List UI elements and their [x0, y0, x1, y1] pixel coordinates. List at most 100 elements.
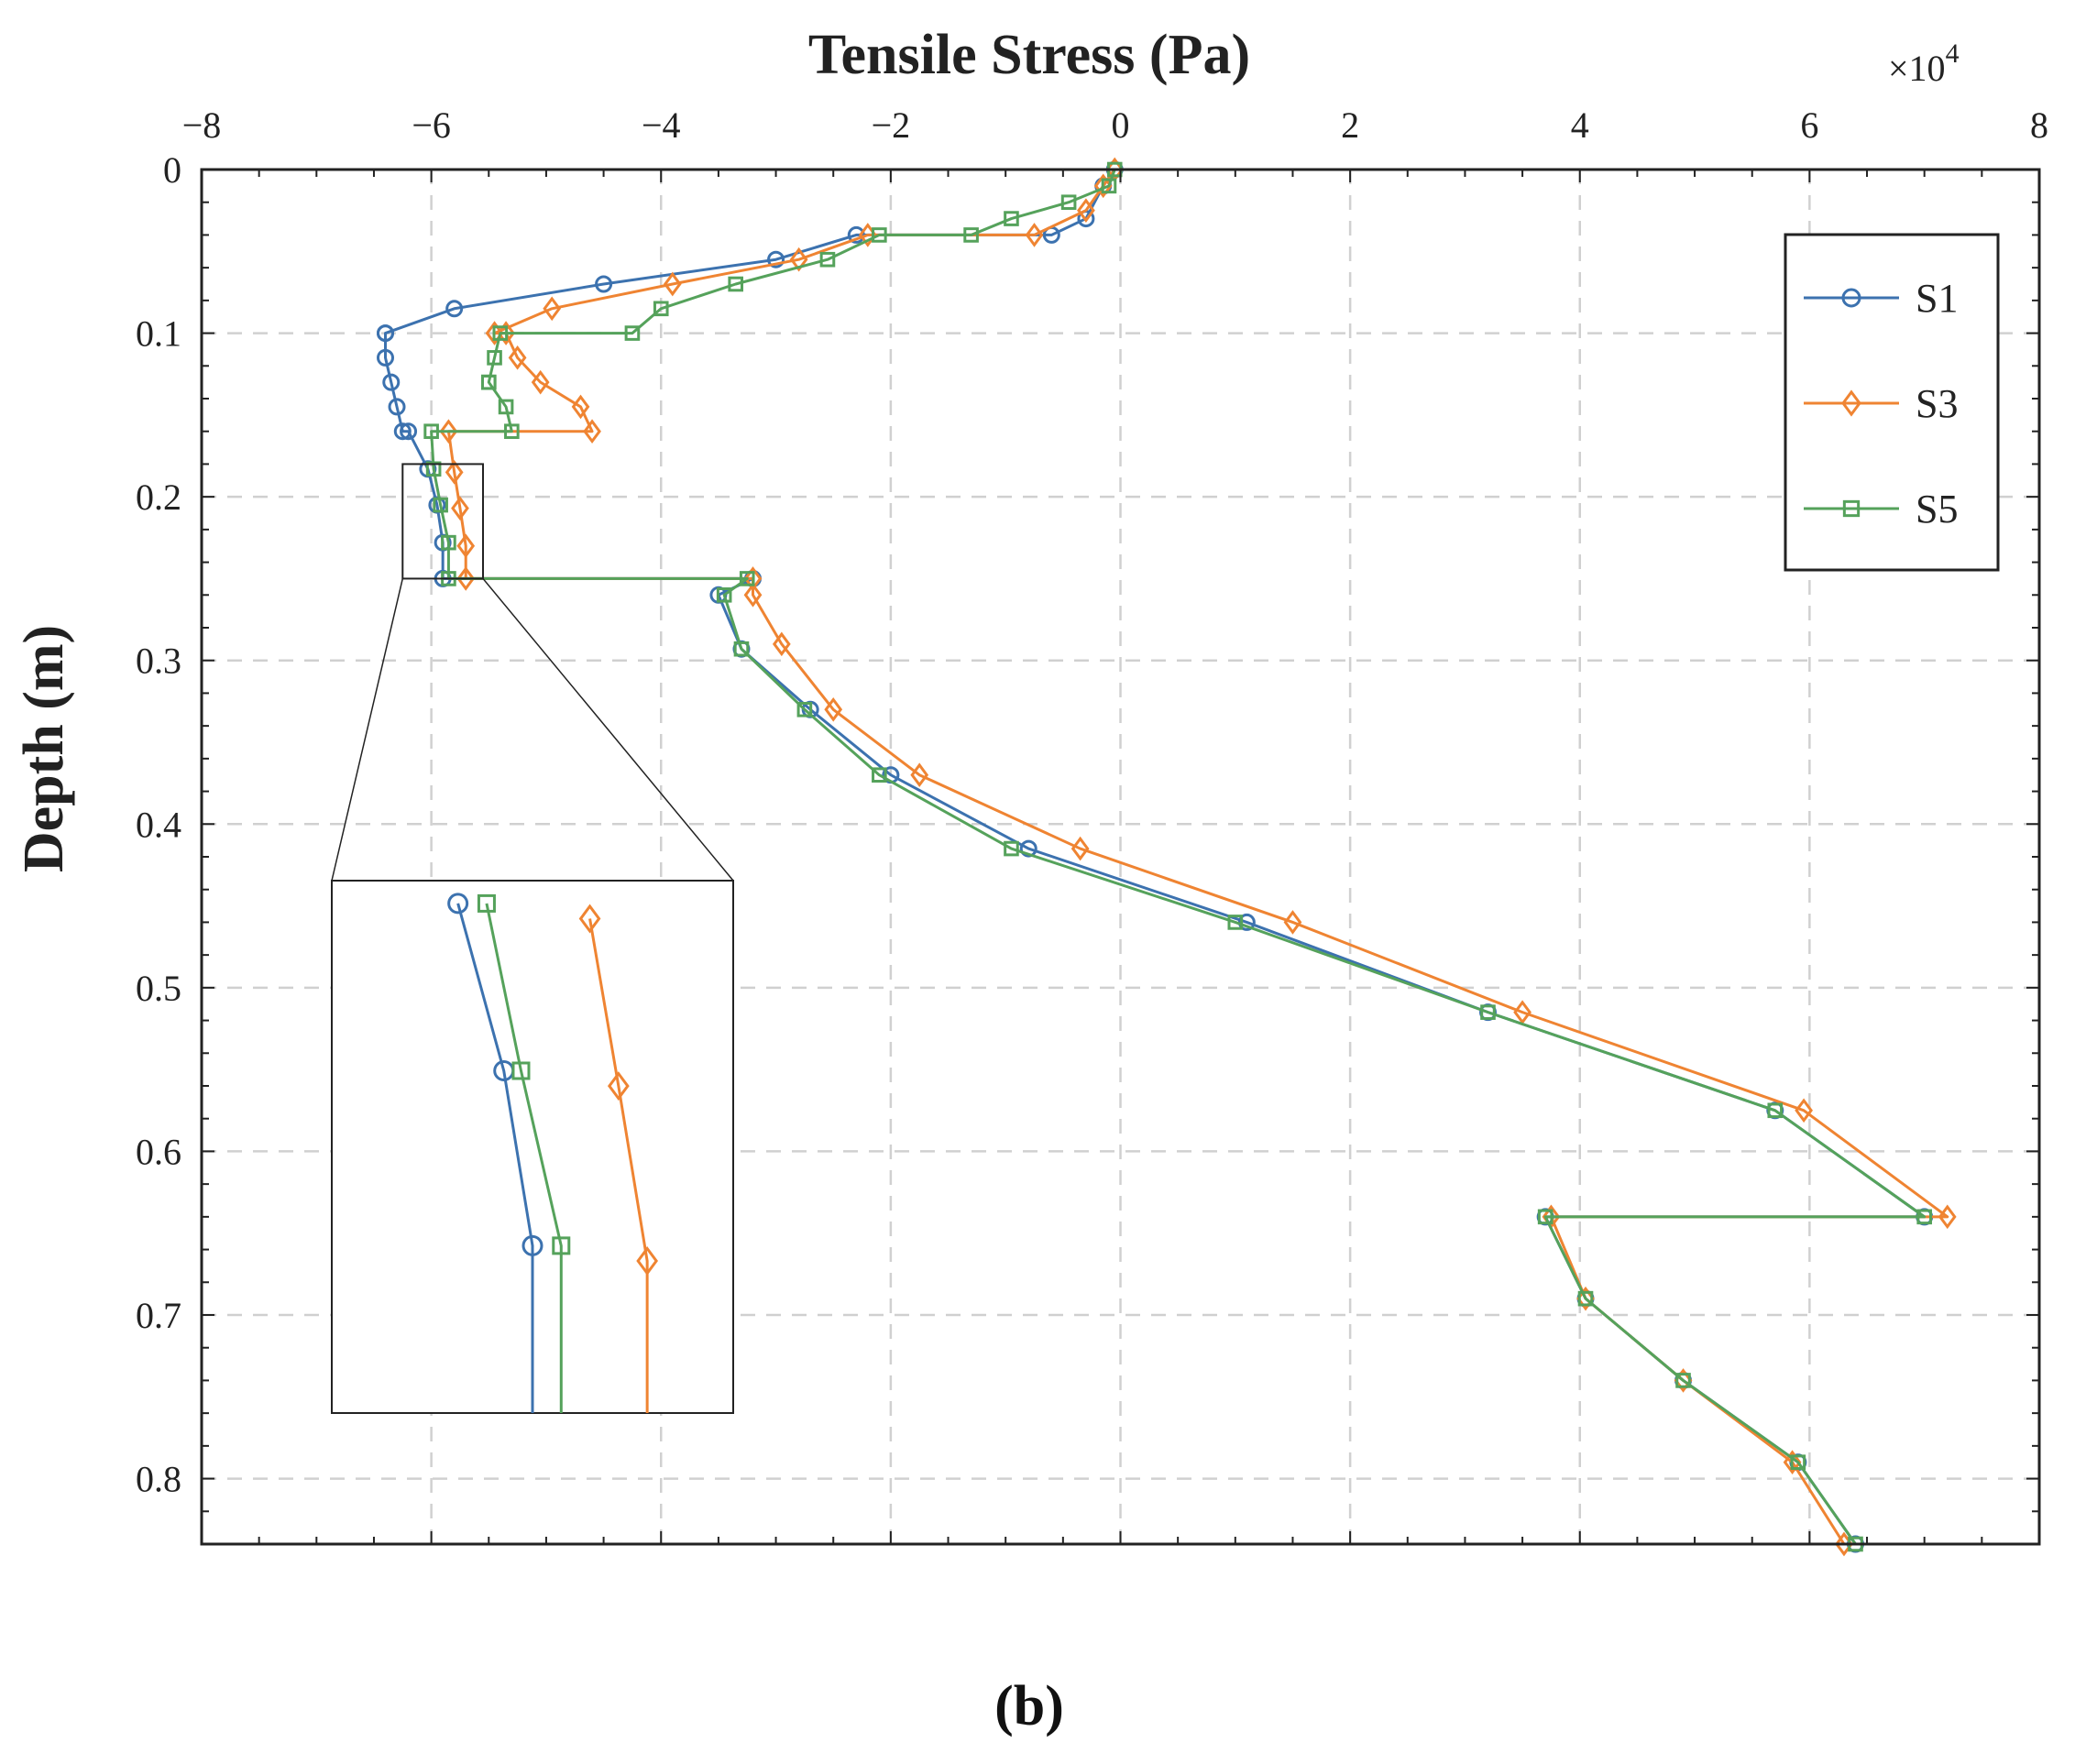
data-point-s3	[571, 394, 590, 420]
x-tick-label: −6	[412, 104, 451, 146]
x-axis-multiplier-base: ×10	[1888, 48, 1946, 89]
zoom-connector-right	[482, 577, 734, 882]
y-tick-label: 0.5	[136, 968, 181, 1009]
data-point-s5	[1767, 1102, 1784, 1119]
data-point-s1	[400, 422, 418, 441]
data-point-s3	[910, 762, 929, 788]
data-point-s5	[1675, 1373, 1691, 1388]
data-point-s5	[963, 227, 979, 243]
data-point-s3	[531, 369, 550, 395]
y-tick-label: 0.4	[136, 804, 181, 845]
legend-marker-s5	[1842, 499, 1861, 518]
data-point-s1	[388, 398, 406, 416]
data-point-s1	[595, 275, 613, 293]
zoom-region-box	[401, 463, 485, 580]
data-point-s5	[1004, 840, 1019, 857]
data-point-s5	[796, 701, 813, 718]
data-point-s5	[423, 423, 439, 440]
data-point-s3	[1025, 223, 1044, 247]
data-point-s3	[1077, 198, 1095, 223]
data-point-s5	[728, 276, 744, 292]
inset-data-point-s5	[511, 1061, 531, 1080]
inset-data-point-s3	[607, 1071, 630, 1101]
data-point-s5	[498, 399, 514, 415]
data-point-s5	[872, 767, 887, 783]
legend-marker-s3	[1841, 389, 1861, 417]
x-tick-label: 0	[1112, 104, 1130, 146]
legend: S1 S3 S5	[1784, 233, 2000, 572]
data-point-s3	[583, 419, 601, 444]
inset-data-point-s1	[521, 1234, 543, 1256]
x-tick-label: −8	[182, 104, 222, 146]
inset-series	[447, 893, 659, 1413]
x-tick-labels: −8 −6 −4 −2 0 2 4 6 8	[182, 104, 2048, 146]
inset-data-point-s5	[477, 893, 496, 913]
data-point-s3	[445, 460, 464, 485]
data-point-s3	[743, 582, 763, 608]
data-point-s3	[1795, 1098, 1813, 1123]
x-axis-multiplier: ×104	[1888, 38, 1960, 89]
y-axis-label: Depth (m)	[13, 625, 75, 872]
data-point-s5	[624, 325, 641, 341]
data-point-s5	[653, 301, 669, 317]
data-point-s5	[480, 374, 497, 390]
data-point-s5	[872, 227, 887, 243]
data-point-s5	[1577, 1290, 1594, 1307]
y-tick-label: 0.3	[136, 641, 181, 682]
data-point-s3	[451, 496, 469, 520]
data-point-s3	[1783, 1450, 1802, 1475]
x-tick-label: −2	[872, 104, 911, 146]
data-point-s3	[508, 345, 527, 370]
data-point-s1	[847, 225, 865, 244]
data-point-s3	[1513, 1000, 1532, 1024]
y-tick-label: 0.2	[136, 477, 181, 518]
data-point-s1	[382, 373, 401, 391]
inset-data-point-s3	[578, 904, 601, 934]
zoom-connector-left	[331, 578, 404, 882]
y-tick-labels: 0 0.1 0.2 0.3 0.4 0.5 0.6 0.7 0.8	[136, 149, 181, 1500]
legend-marker-s1	[1841, 288, 1861, 308]
data-point-s3	[789, 247, 808, 272]
data-point-s5	[819, 251, 836, 268]
data-point-s1	[1019, 839, 1038, 858]
data-point-s5	[739, 571, 755, 586]
data-point-s3	[456, 533, 476, 559]
y-tick-label: 0.6	[136, 1131, 181, 1172]
data-point-s5	[1790, 1454, 1806, 1471]
axis-ticks	[201, 169, 2040, 1545]
series-line-s3	[446, 169, 1949, 1545]
data-point-s3	[543, 296, 562, 322]
y-tick-label: 0.1	[136, 313, 181, 355]
data-point-s5	[1480, 1004, 1496, 1020]
y-tick-label: 0.7	[136, 1295, 181, 1336]
data-point-s3	[824, 696, 843, 722]
data-point-s3	[772, 631, 791, 657]
data-point-s1	[767, 250, 785, 268]
data-point-s5	[1101, 178, 1117, 194]
figure-caption: (b)	[994, 1675, 1064, 1737]
data-point-s1	[1237, 913, 1256, 931]
data-point-s3	[439, 419, 458, 444]
y-tick-label: 0	[163, 149, 181, 191]
chart-title: Tensile Stress (Pa)	[808, 24, 1250, 86]
inset-series-line-s5	[485, 903, 563, 1413]
x-axis-multiplier-exponent: 4	[1946, 38, 1960, 69]
inset-data-point-s1	[447, 893, 469, 915]
x-tick-label: −4	[642, 104, 681, 146]
data-point-s5	[441, 534, 456, 551]
x-tick-label: 6	[1800, 104, 1818, 146]
data-point-s3	[497, 321, 515, 345]
data-point-s3	[1283, 910, 1302, 935]
data-point-s5	[492, 325, 509, 341]
data-point-s1	[393, 422, 412, 441]
data-point-s1	[445, 300, 464, 318]
inset-zoom	[331, 463, 734, 1414]
data-point-s3	[663, 271, 682, 297]
inset-data-point-s5	[552, 1236, 571, 1255]
x-tick-label: 4	[1571, 104, 1589, 146]
data-point-s1	[377, 324, 394, 343]
data-point-s3	[456, 566, 476, 591]
data-point-s1	[377, 348, 394, 367]
data-point-s5	[425, 461, 442, 477]
